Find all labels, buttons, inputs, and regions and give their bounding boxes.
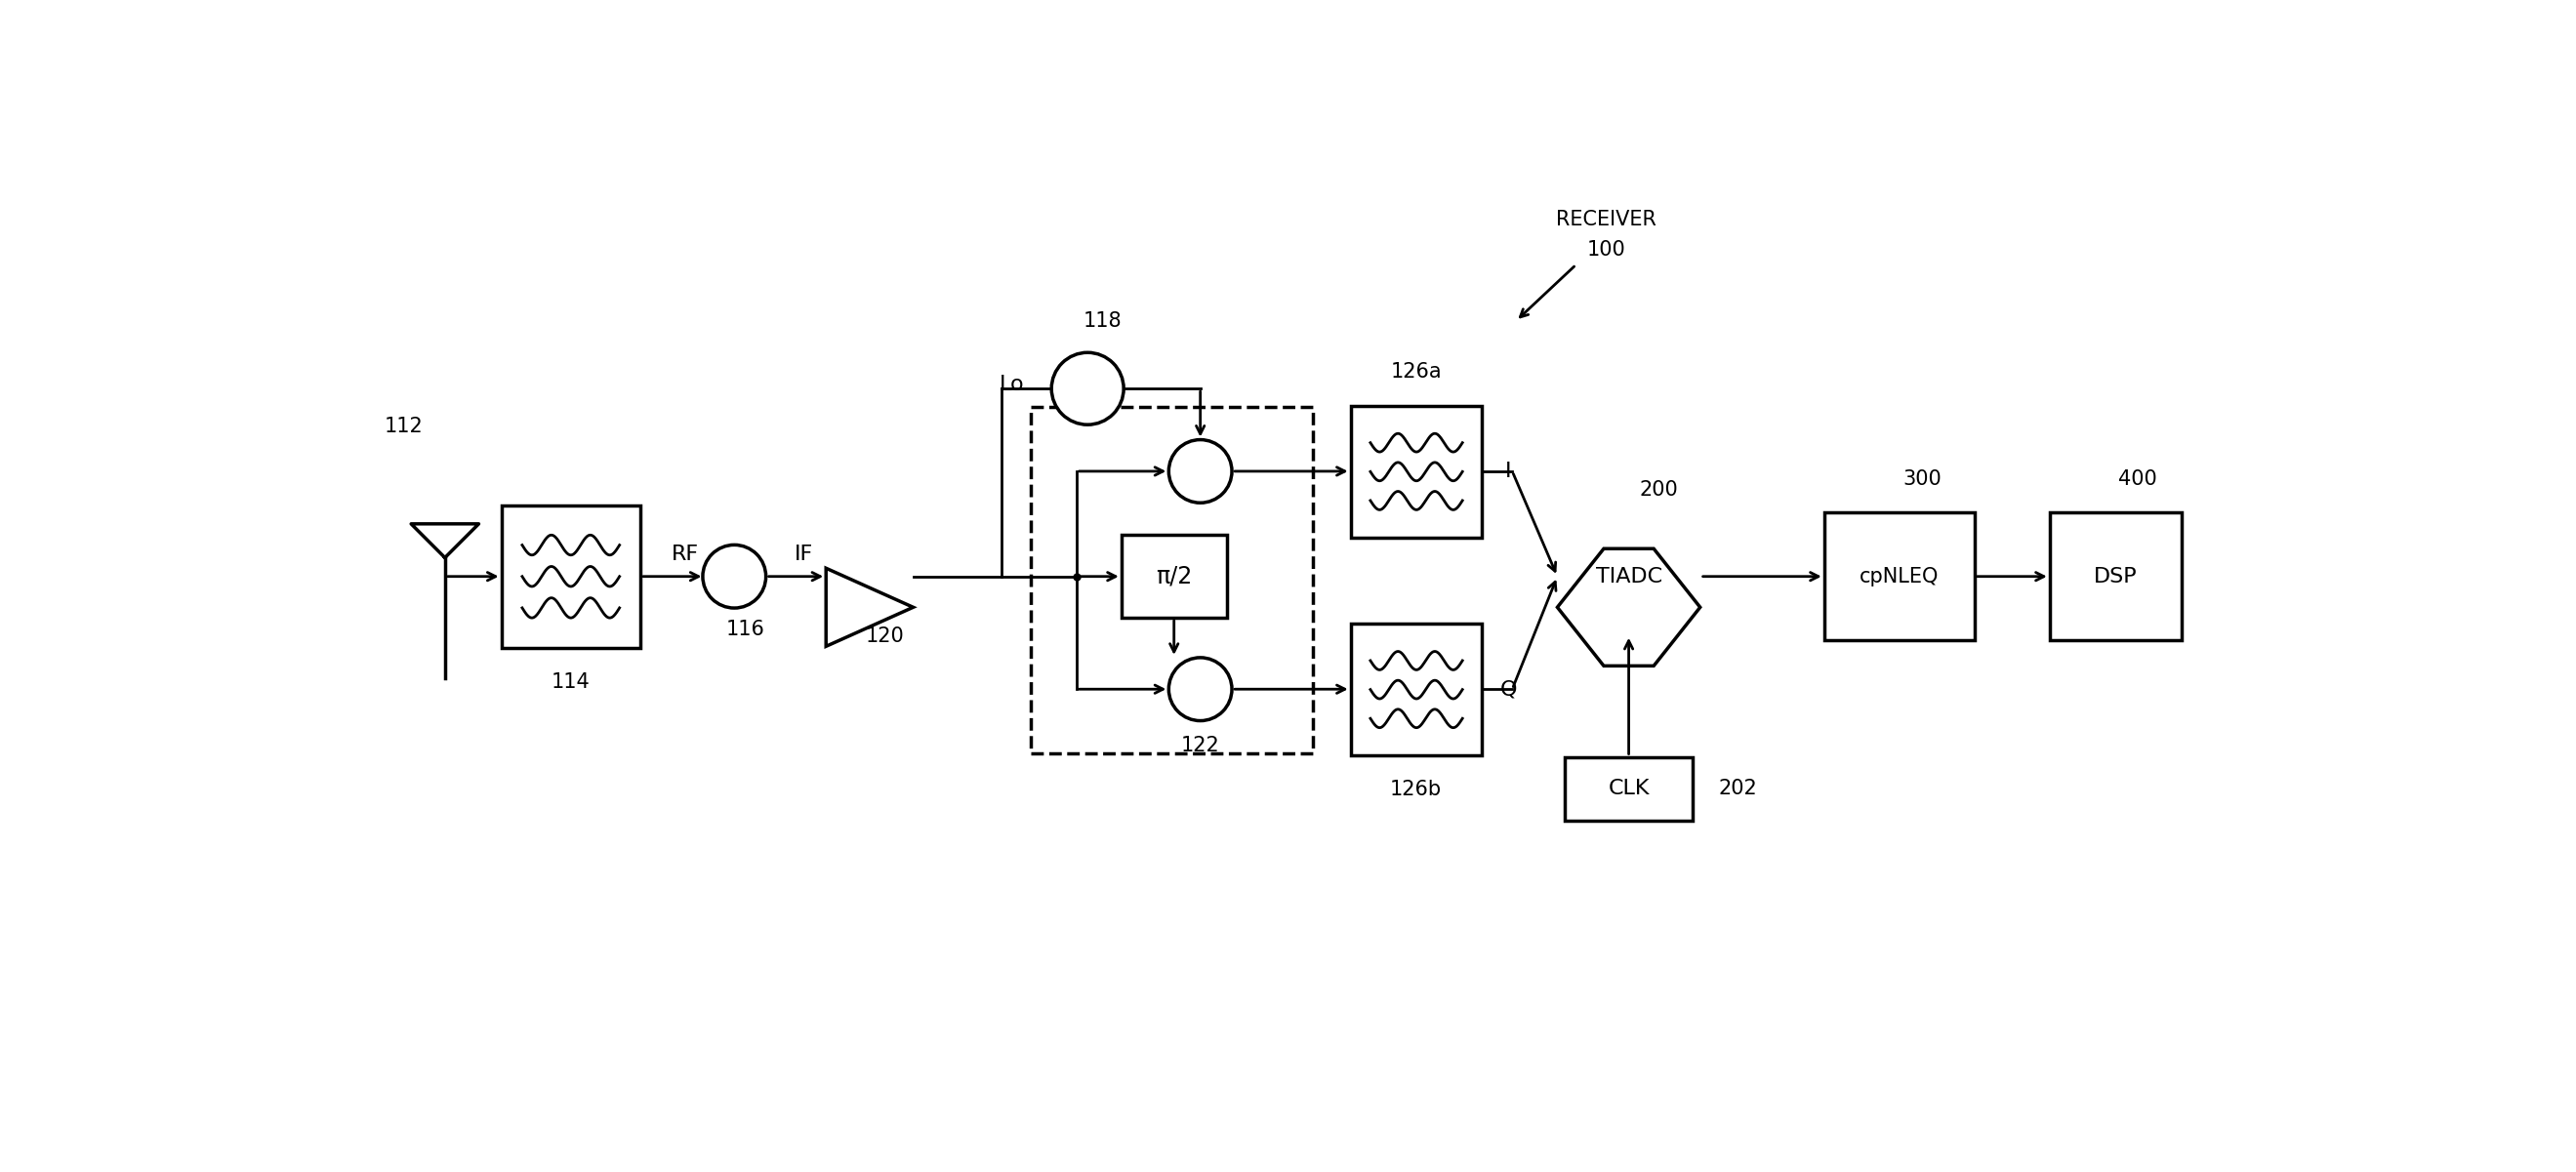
Text: 122: 122 [1180,736,1218,755]
Bar [1564,757,1692,820]
Text: I: I [1504,462,1512,481]
Circle shape [1170,657,1231,721]
Text: Q: Q [1499,680,1517,699]
Text: 112: 112 [384,416,422,436]
Text: 126a: 126a [1391,362,1443,382]
Text: 400: 400 [2117,469,2156,489]
Text: TIADC: TIADC [1595,567,1662,586]
Text: CLK: CLK [1607,778,1649,798]
Text: cpNLEQ: cpNLEQ [1860,567,1940,586]
Bar [1824,512,1973,640]
Text: 116: 116 [726,619,765,639]
Bar [1030,408,1314,754]
Circle shape [703,545,765,608]
Text: 118: 118 [1084,312,1123,331]
Polygon shape [1558,548,1700,666]
Text: 114: 114 [551,672,590,691]
Text: RF: RF [672,544,698,564]
Circle shape [1170,440,1231,503]
Bar [1121,536,1226,618]
Text: 300: 300 [1904,469,1942,489]
Circle shape [1051,353,1123,424]
Text: π/2: π/2 [1157,565,1193,588]
Text: 100: 100 [1587,240,1625,259]
Text: 126b: 126b [1391,779,1443,799]
Text: Lo: Lo [999,375,1025,395]
Text: IF: IF [793,544,814,564]
Bar [2050,512,2182,640]
Bar [1350,406,1481,538]
Text: 120: 120 [866,627,904,646]
Text: 200: 200 [1638,481,1677,499]
Text: DSP: DSP [2094,567,2138,586]
Bar [1350,624,1481,755]
Text: RECEIVER: RECEIVER [1556,210,1656,230]
Text: 202: 202 [1718,778,1757,798]
Bar [502,505,641,648]
